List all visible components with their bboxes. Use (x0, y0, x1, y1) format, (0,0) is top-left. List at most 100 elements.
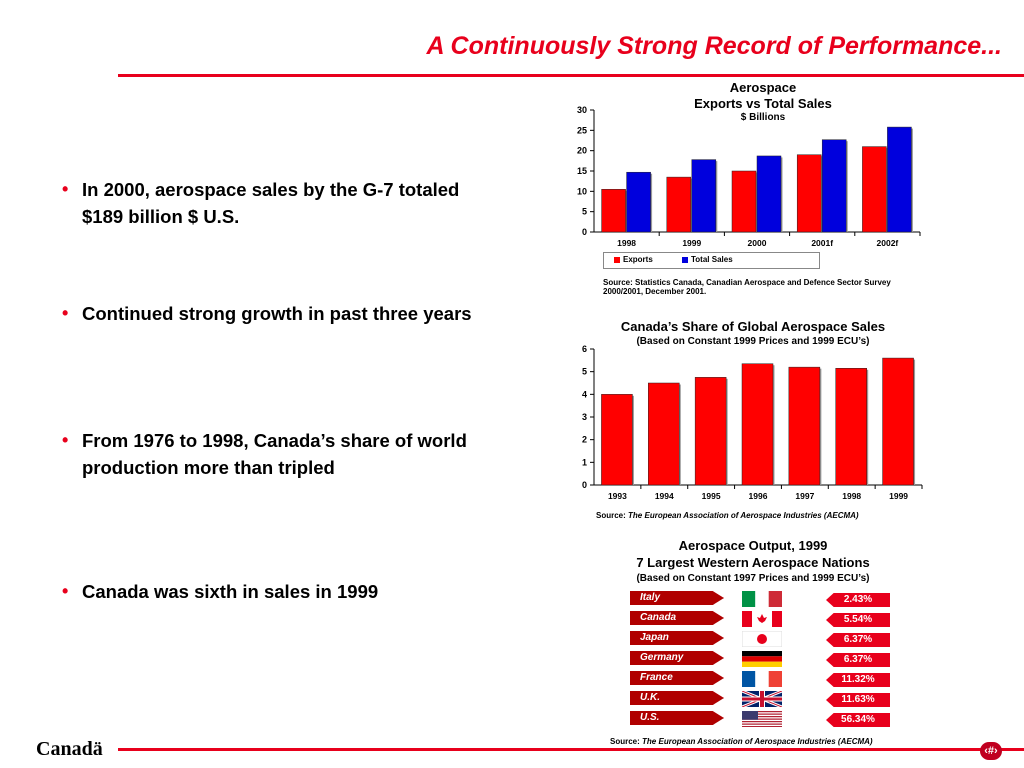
bar (691, 159, 717, 233)
table-row: Italy 2.43% (630, 591, 890, 609)
bar (887, 126, 912, 233)
bar (835, 368, 867, 486)
legend-item-total-sales: Total Sales (682, 255, 733, 264)
table-row: U.K. 11.63% (630, 691, 890, 709)
value-label: 2.43% (826, 593, 890, 607)
chart2-source-text: The European Association of Aerospace In… (628, 511, 859, 520)
country-label: Japan (630, 631, 724, 645)
y-tick-label: 5 (582, 207, 587, 217)
x-tick-label: 1996 (749, 491, 768, 501)
bar (741, 363, 774, 486)
bullet-icon: • (62, 303, 69, 323)
table-row: U.S. 56.34% (630, 711, 890, 729)
bar (788, 366, 821, 486)
value-label: 6.37% (826, 653, 890, 667)
bullet-item: • Canada was sixth in sales in 1999 (62, 578, 482, 605)
canada-share-chart: 0 1 2 3 4 5 6 1993 1994 1995 1996 1997 1998 1999 (582, 344, 923, 501)
chart3-source-label: Source: (610, 737, 640, 746)
italy-flag-icon (742, 591, 782, 607)
x-tick-label: 1998 (842, 491, 861, 501)
bar (666, 176, 692, 233)
canada-wordmark-logo: Canadä (36, 738, 103, 760)
x-tick-label: 1998 (617, 238, 636, 248)
bullet-text: In 2000, aerospace sales by the G-7 tota… (82, 179, 460, 227)
country-label: France (630, 671, 724, 685)
bullet-text: Continued strong growth in past three ye… (82, 303, 472, 324)
y-tick-label: 2 (582, 435, 587, 445)
legend-swatch-exports (614, 256, 620, 263)
chart2-title: Canada’s Share of Global Aerospace Sales (620, 319, 886, 334)
value-label: 56.34% (826, 713, 890, 727)
x-tick-label: 1999 (889, 491, 908, 501)
slide-title: A Continuously Strong Record of Performa… (426, 32, 1002, 60)
chart3-note: (Based on Constant 1997 Prices and 1999 … (636, 573, 870, 584)
y-tick-label: 4 (582, 389, 587, 399)
france-flag-icon (742, 671, 782, 687)
table-row: Japan 6.37% (630, 631, 890, 649)
bar (694, 377, 727, 486)
us-flag-icon (742, 711, 782, 727)
bar (756, 155, 782, 233)
page-number: ‹#› (980, 742, 1002, 760)
japan-flag-icon (742, 631, 782, 647)
value-label: 6.37% (826, 633, 890, 647)
chart1-source: Source: Statistics Canada, Canadian Aero… (603, 278, 891, 296)
table-row: France 11.32% (630, 671, 890, 689)
chart2-source: Source: The European Association of Aero… (596, 511, 926, 520)
y-tick-label: 0 (582, 480, 587, 490)
chart2-source-label: Source: (596, 511, 626, 520)
title-divider (118, 74, 1024, 77)
bar (626, 171, 651, 233)
y-tick-label: 5 (582, 367, 587, 377)
y-tick-label: 20 (577, 146, 587, 156)
bullet-text: From 1976 to 1998, Canada’s share of wor… (82, 430, 467, 478)
exports-vs-sales-chart: 0 5 10 15 20 25 30 1998 1999 2000 2001f 2002f (577, 105, 921, 248)
country-label: U.K. (630, 691, 724, 705)
y-tick-label: 15 (577, 166, 587, 176)
country-label: U.S. (630, 711, 724, 725)
y-tick-label: 30 (577, 105, 587, 115)
y-tick-label: 1 (582, 457, 587, 467)
bullet-icon: • (62, 430, 69, 450)
bar (796, 154, 822, 233)
chart3-subtitle: 7 Largest Western Aerospace Nations (636, 555, 870, 570)
bar (882, 357, 914, 486)
x-tick-label: 2002f (877, 238, 899, 248)
chart1-ylabel: $ Billions (740, 112, 786, 123)
country-label: Canada (630, 611, 724, 625)
bullet-text: Canada was sixth in sales in 1999 (82, 581, 379, 602)
chart1-subtitle: Exports vs Total Sales (694, 96, 832, 111)
bar (821, 139, 847, 233)
x-tick-label: 1994 (655, 491, 674, 501)
nations-table: Italy 2.43% Canada 5.54% Japan 6.37% Ger… (630, 591, 892, 731)
x-tick-label: 1997 (795, 491, 814, 501)
country-label: Germany (630, 651, 724, 665)
y-tick-label: 25 (577, 125, 587, 135)
x-tick-label: 1995 (702, 491, 721, 501)
bullet-item: • In 2000, aerospace sales by the G-7 to… (62, 176, 482, 230)
legend-label-total-sales: Total Sales (691, 255, 733, 264)
table-row: Canada 5.54% (630, 611, 890, 629)
value-label: 11.63% (826, 693, 890, 707)
value-label: 5.54% (826, 613, 890, 627)
chart1-legend: Exports Total Sales (603, 252, 820, 269)
bar (648, 382, 680, 486)
y-tick-label: 10 (577, 186, 587, 196)
x-tick-label: 2000 (748, 238, 767, 248)
chart2-subtitle: (Based on Constant 1999 Prices and 1999 … (636, 336, 870, 347)
bullet-icon: • (62, 581, 69, 601)
chart3-source-text: The European Association of Aerospace In… (642, 737, 873, 746)
chart3-source: Source: The European Association of Aero… (610, 737, 930, 746)
country-label: Italy (630, 591, 724, 605)
legend-label-exports: Exports (623, 255, 653, 264)
x-tick-label: 1999 (682, 238, 701, 248)
bullet-item: • Continued strong growth in past three … (62, 300, 482, 327)
bullet-icon: • (62, 179, 69, 199)
y-tick-label: 6 (582, 344, 587, 354)
y-tick-label: 3 (582, 412, 587, 422)
table-row: Germany 6.37% (630, 651, 890, 669)
canada-flag-icon (742, 611, 782, 627)
x-tick-label: 1993 (608, 491, 627, 501)
bar (731, 170, 757, 233)
uk-flag-icon (742, 691, 782, 707)
